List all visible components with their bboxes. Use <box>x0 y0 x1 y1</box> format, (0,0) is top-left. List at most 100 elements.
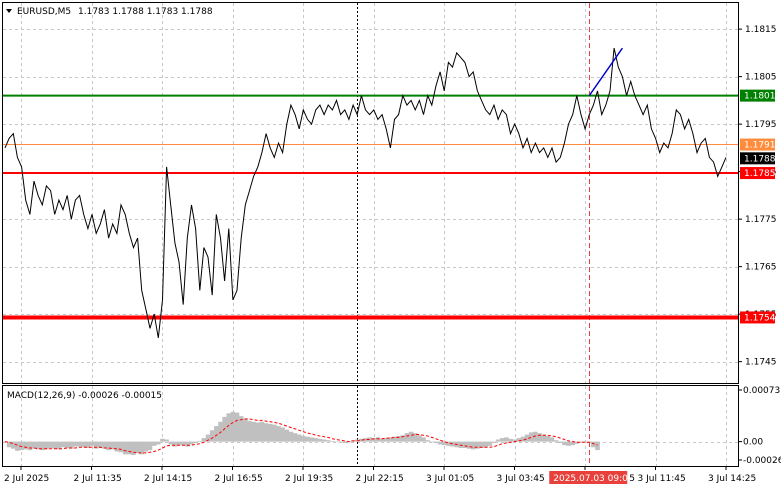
macd-histogram-bar <box>528 432 534 442</box>
time-tick-label: 2 Jul 19:35 <box>285 474 333 484</box>
macd-histogram-bar <box>151 441 157 446</box>
macd-histogram-bar <box>342 441 348 444</box>
price-tick-label: 1.1795 <box>745 120 777 130</box>
macd-histogram-bar <box>562 441 567 446</box>
macd-title: MACD(12,26,9) -0.00026 -0.00015 <box>7 391 162 401</box>
macd-histogram-bar <box>267 423 273 442</box>
macd-histogram-bar <box>89 441 95 446</box>
macd-histogram-bar <box>255 422 261 442</box>
macd-histogram-bar <box>383 438 389 442</box>
macd-histogram-bar <box>19 441 24 451</box>
ohlc-values: 1.1783 1.1788 1.1783 1.1788 <box>78 7 213 17</box>
macd-histogram-bar <box>495 439 501 442</box>
trendline[interactable] <box>588 47 624 97</box>
macd-histogram-bar <box>487 441 493 446</box>
current-price-tag <box>740 152 775 165</box>
level-1791-tag-label: 1.1791 <box>744 141 776 151</box>
macd-histogram-bar <box>226 413 232 442</box>
macd-histogram-bar <box>64 441 70 448</box>
macd-histogram-bar <box>176 441 182 446</box>
macd-histogram-bar <box>338 441 343 443</box>
level-1801-tag <box>740 89 775 102</box>
macd-histogram-bar <box>371 438 377 442</box>
macd-histogram-bar <box>60 441 66 448</box>
macd-histogram-bar <box>23 441 28 450</box>
macd-histogram-bar <box>11 441 16 449</box>
macd-histogram-bar <box>180 441 186 446</box>
macd-histogram-bar <box>533 431 538 442</box>
time-tick-label: 3 Jul 01:05 <box>426 474 474 484</box>
macd-histogram-bar <box>313 438 319 442</box>
macd-histogram-bar <box>209 430 215 442</box>
time-tick-label: 3 Jul 11:45 <box>638 474 686 484</box>
price-line <box>4 47 727 338</box>
macd-histogram-bar <box>504 437 509 442</box>
macd-histogram-bar <box>160 438 165 442</box>
macd-histogram-bar <box>127 441 132 455</box>
macd-histogram-bar <box>243 418 248 442</box>
macd-histogram-bar <box>359 438 364 442</box>
macd-histogram-bar <box>334 441 339 443</box>
macd-histogram-bar <box>52 441 57 449</box>
macd-histogram-bar <box>475 441 480 449</box>
macd-histogram-bar <box>201 438 207 442</box>
grid-lines <box>3 3 738 466</box>
macd-histogram-bar <box>388 437 393 442</box>
macd-histogram-bar <box>578 441 584 443</box>
macd-histogram-bar <box>591 441 596 448</box>
macd-histogram-bar <box>197 440 203 442</box>
macd-histogram-bar <box>205 434 211 442</box>
macd-histogram-bar <box>189 441 194 445</box>
macd-histogram-bar <box>73 441 78 447</box>
macd-histogram-bar <box>557 441 563 444</box>
macd-histogram-bar <box>574 441 580 444</box>
time-highlight-suffix: 5 <box>629 474 635 484</box>
macd-histogram-bar <box>309 437 314 442</box>
macd-indicator <box>2 411 600 456</box>
horizontal-levels <box>3 94 738 320</box>
macd-histogram-bar <box>549 437 555 442</box>
macd-histogram-bar <box>110 441 116 450</box>
time-tick-label: 2 Jul 22:15 <box>356 474 404 484</box>
macd-histogram-bar <box>77 441 82 447</box>
macd-histogram-bar <box>230 411 236 442</box>
price-tick-label: 1.1805 <box>745 73 777 83</box>
macd-tick-label: 0.00073 <box>743 386 780 396</box>
macd-histogram-bar <box>85 441 91 448</box>
macd-histogram-bar <box>582 441 588 443</box>
macd-histogram-bar <box>570 441 575 446</box>
macd-histogram-bar <box>81 441 87 448</box>
macd-histogram-bar <box>106 441 111 451</box>
macd-histogram-bar <box>44 441 49 450</box>
macd-histogram-bar <box>321 439 327 442</box>
time-tick-label: 2 Jul 14:15 <box>144 474 192 484</box>
macd-histogram-bar <box>421 437 426 442</box>
macd-histogram-bar <box>234 412 240 442</box>
macd-histogram-bar <box>305 436 310 442</box>
macd-histogram-bar <box>499 438 505 442</box>
macd-histogram-bar <box>516 438 522 442</box>
macd-histogram-bar <box>193 441 198 444</box>
macd-histogram-bar <box>541 434 546 442</box>
macd-histogram-bar <box>425 440 430 442</box>
level-1754-tag <box>740 311 775 324</box>
macd-histogram-bar <box>259 421 265 442</box>
macd-histogram-bar <box>508 438 513 442</box>
time-axis: 2 Jul 2025 2 Jul 11:35 2 Jul 14:15 2 Jul 16… <box>4 466 756 484</box>
macd-axis: 0.00073 0.00 -0.00026 <box>738 386 781 466</box>
time-highlight-label: 2025.07.03 09:00 <box>553 474 634 484</box>
macd-histogram-bar <box>566 441 571 446</box>
time-tick-label: 2 Jul 11:35 <box>74 474 122 484</box>
trendline-segment <box>588 47 624 97</box>
macd-histogram-bar <box>325 440 331 442</box>
price-tick-label: 1.1815 <box>745 25 777 35</box>
price-tick-label: 1.1765 <box>745 263 777 273</box>
triangle-down-icon[interactable] <box>6 9 12 13</box>
macd-histogram-bar <box>156 441 161 445</box>
macd-histogram-bar <box>69 441 74 449</box>
macd-histogram-bar <box>479 441 484 448</box>
macd-histogram-bar <box>417 435 422 442</box>
macd-histogram-bar <box>520 436 526 442</box>
macd-histogram-bar <box>118 441 124 453</box>
